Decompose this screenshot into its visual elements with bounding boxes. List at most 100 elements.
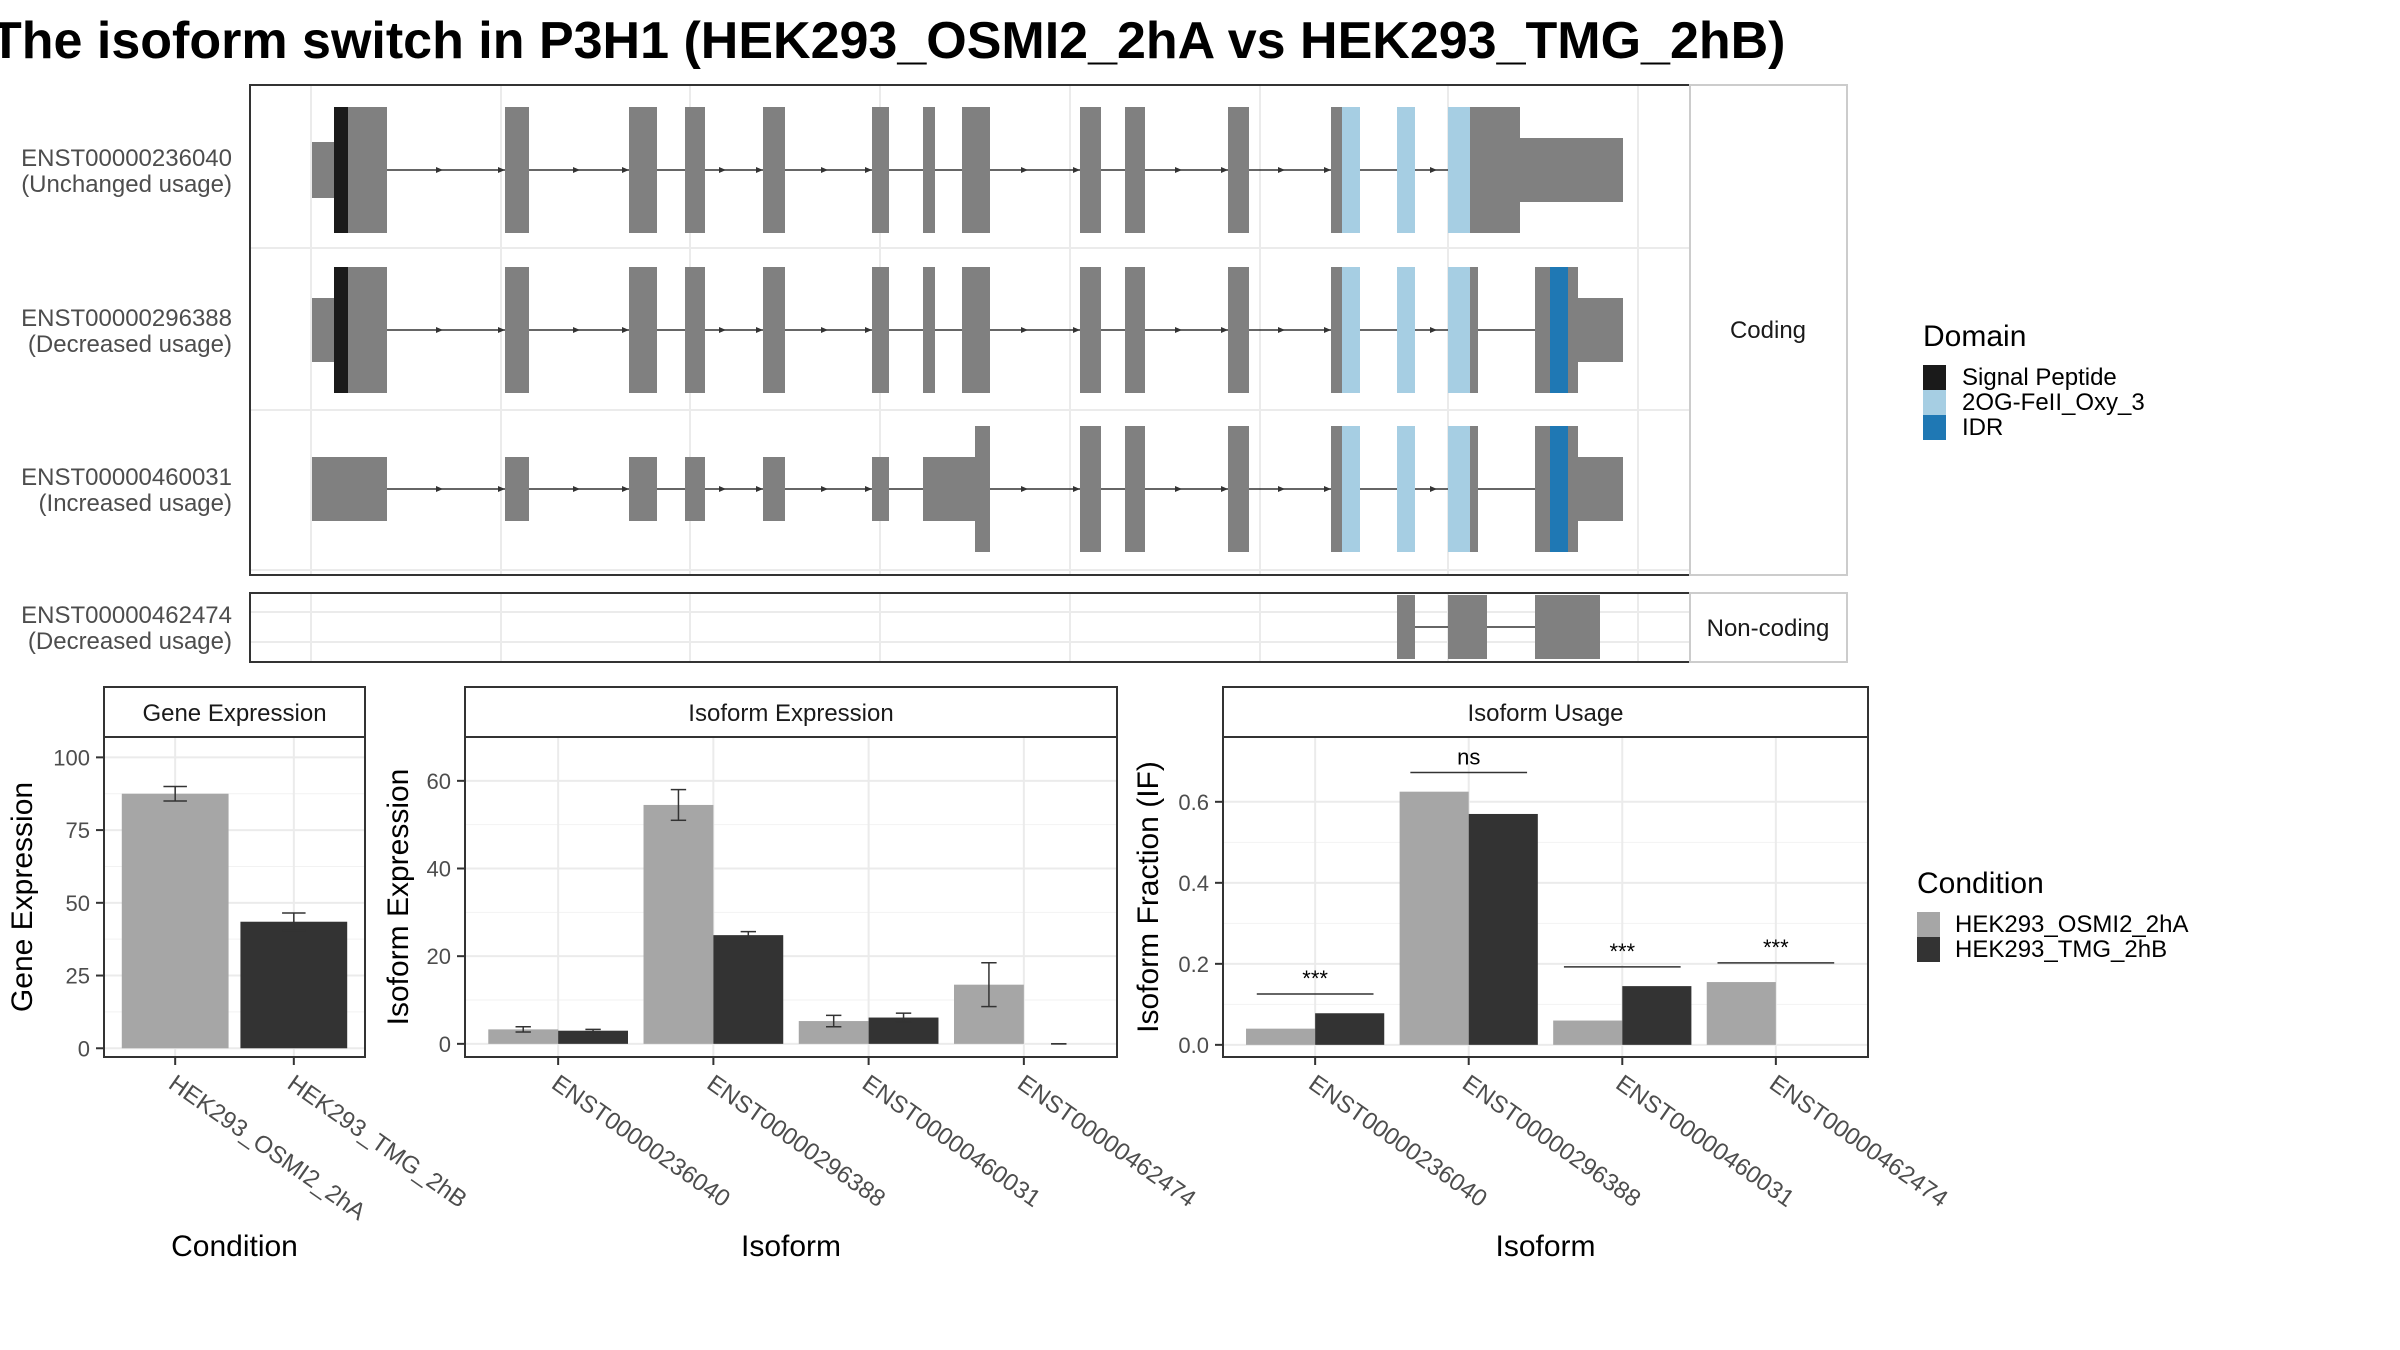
bar <box>798 1021 869 1044</box>
exon <box>1228 107 1249 233</box>
exon <box>923 107 935 233</box>
exon <box>1397 595 1415 659</box>
domain-segment <box>334 107 348 233</box>
legend-key <box>1917 937 1940 962</box>
exon <box>312 142 334 198</box>
intron-arrow <box>1073 167 1080 173</box>
intron-arrow <box>1073 327 1080 333</box>
domain-segment <box>1397 267 1415 393</box>
significance-label: *** <box>1609 939 1635 964</box>
intron-arrow <box>622 167 629 173</box>
intron-arrow <box>821 167 828 173</box>
domain-segment <box>1342 426 1360 552</box>
intron-arrow <box>756 167 763 173</box>
intron-arrow <box>573 486 580 492</box>
intron-arrow <box>436 167 443 173</box>
significance-label: ns <box>1457 744 1480 769</box>
exon <box>763 457 785 521</box>
chart-strip-title: Isoform Usage <box>1467 700 1623 727</box>
exon <box>312 298 334 362</box>
intron-arrow <box>498 327 505 333</box>
intron-arrow <box>865 486 872 492</box>
x-tick-label: HEK293_OSMI2_2hA <box>164 1070 371 1226</box>
chart-strip <box>103 686 366 738</box>
transcript-structure-panel: Coding Non-coding ENST00000236040(Unchange… <box>21 84 1848 663</box>
legend-key <box>1917 912 1940 937</box>
y-tick-label: 20 <box>427 944 451 969</box>
intron-arrow <box>1021 167 1028 173</box>
exon <box>1080 267 1101 393</box>
chart-strip <box>464 686 1118 738</box>
exon <box>1568 267 1578 393</box>
exon <box>763 267 785 393</box>
x-axis-label: Isoform <box>741 1230 841 1263</box>
condition-legend-title: Condition <box>1917 867 2044 900</box>
intron-arrow <box>573 327 580 333</box>
exon <box>923 457 975 521</box>
transcript-id-label: ENST00000296388 <box>21 305 232 332</box>
bar <box>1553 1020 1623 1045</box>
y-tick-label: 60 <box>427 769 451 794</box>
transcript-usage-label: (Increased usage) <box>39 490 232 517</box>
intron-arrow <box>1221 327 1228 333</box>
exon <box>1535 595 1600 659</box>
intron-arrow <box>756 327 763 333</box>
exon <box>629 457 657 521</box>
significance-label: *** <box>1763 935 1789 960</box>
intron-arrow <box>1021 486 1028 492</box>
intron-arrow <box>436 327 443 333</box>
exon <box>962 107 990 233</box>
intron-arrow <box>498 167 505 173</box>
transcript-usage-label: (Decreased usage) <box>28 628 232 655</box>
intron-arrow <box>1175 327 1182 333</box>
exon <box>1228 426 1249 552</box>
intron-arrow <box>719 486 726 492</box>
y-axis-label: Gene Expression <box>6 782 39 1012</box>
intron-arrow <box>1430 327 1437 333</box>
transcript-id-label: ENST00000462474 <box>21 602 232 629</box>
intron-arrow <box>1278 327 1285 333</box>
y-tick-label: 40 <box>427 857 451 882</box>
intron-arrow <box>1175 486 1182 492</box>
chart-strip <box>1222 686 1869 738</box>
chart-strip-title: Gene Expression <box>142 700 326 727</box>
exon <box>1228 267 1249 393</box>
y-tick-label: 0.6 <box>1178 790 1209 815</box>
y-tick-label: 25 <box>66 964 90 989</box>
domain-segment <box>334 267 348 393</box>
legend-label: HEK293_OSMI2_2hA <box>1955 911 2188 938</box>
plot-title: The isoform switch in P3H1 (HEK293_OSMI2… <box>0 12 1786 70</box>
intron-arrow <box>719 167 726 173</box>
bar <box>240 921 348 1049</box>
intron-arrow <box>1278 167 1285 173</box>
intron-arrow <box>756 486 763 492</box>
isoform-expression-chart: Isoform Expression 0 20 40 60 Isoform Express… <box>382 686 1201 1263</box>
domain-segment <box>1550 426 1568 552</box>
intron-arrow <box>1175 167 1182 173</box>
exon <box>1125 267 1145 393</box>
legend-label: Signal Peptide <box>1962 364 2117 391</box>
exon <box>975 426 990 552</box>
exon <box>629 267 657 393</box>
bar <box>1399 791 1469 1045</box>
exon <box>872 107 889 233</box>
coding-strip-label: Coding <box>1730 317 1806 344</box>
exon <box>348 267 387 393</box>
exon <box>1448 595 1487 659</box>
exon <box>505 457 529 521</box>
y-tick-label: 0.2 <box>1178 952 1209 977</box>
legend-label: HEK293_TMG_2hB <box>1955 936 2167 963</box>
exon <box>505 107 529 233</box>
intron-arrow <box>436 486 443 492</box>
intron-arrow <box>1278 486 1285 492</box>
chart-strip-title: Isoform Expression <box>688 700 893 727</box>
intron-arrow <box>821 486 828 492</box>
exon <box>348 107 387 233</box>
exon <box>1331 267 1342 393</box>
intron-arrow <box>1430 167 1437 173</box>
exon <box>1470 267 1478 393</box>
exon <box>1331 426 1342 552</box>
y-tick-label: 100 <box>53 745 90 770</box>
intron-arrow <box>1324 486 1331 492</box>
